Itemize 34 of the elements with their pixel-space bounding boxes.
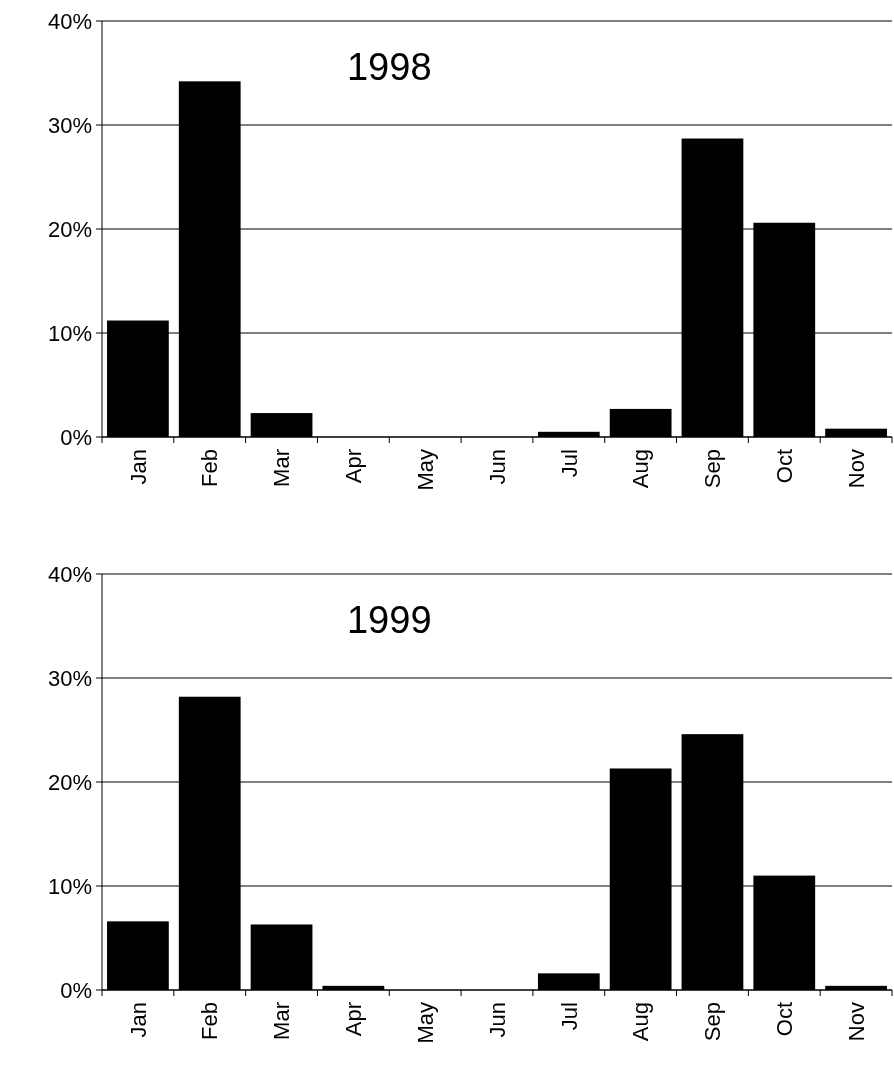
y-tick-label: 30%	[47, 665, 92, 691]
y-tick-label: 0%	[60, 977, 92, 1003]
y-tick-label: 20%	[47, 769, 92, 795]
x-tick-label: Jun	[484, 1002, 510, 1038]
text: 1999	[347, 599, 432, 641]
y-tick-label: 40%	[47, 8, 92, 34]
x-tick-label: Feb	[197, 1002, 223, 1040]
y-tick-label: 10%	[47, 873, 92, 899]
x-tick-label: Nov	[843, 1002, 869, 1042]
y-tick-label: 0%	[60, 424, 92, 450]
x-tick-label: Jul	[556, 1002, 582, 1031]
x-tick-label: Mar	[269, 449, 295, 487]
x-tick-label: Oct	[771, 449, 797, 484]
x-tick-label: Jul	[556, 449, 582, 478]
x-tick-label: May	[412, 449, 438, 491]
x-tick-label: Apr	[341, 1002, 367, 1037]
y-tick-label: 20%	[47, 216, 92, 242]
x-tick-label: Apr	[341, 449, 367, 484]
x-tick-label: Jan	[125, 449, 151, 485]
x-tick-label: Oct	[771, 1002, 797, 1037]
x-tick-label: Sep	[700, 1002, 726, 1042]
y-tick-label: 40%	[47, 561, 92, 587]
x-tick-label: Mar	[269, 1002, 295, 1040]
y-tick-label: 30%	[47, 112, 92, 138]
x-tick-label: Jan	[125, 1002, 151, 1038]
text: 1998	[347, 46, 432, 88]
x-tick-label: Jun	[484, 449, 510, 485]
x-tick-label: Sep	[700, 449, 726, 489]
x-tick-label: Feb	[197, 449, 223, 487]
x-tick-label: Nov	[843, 449, 869, 489]
x-tick-label: Aug	[628, 1002, 654, 1042]
x-tick-label: May	[412, 1002, 438, 1044]
x-tick-label: Aug	[628, 449, 654, 489]
y-tick-label: 10%	[47, 320, 92, 346]
